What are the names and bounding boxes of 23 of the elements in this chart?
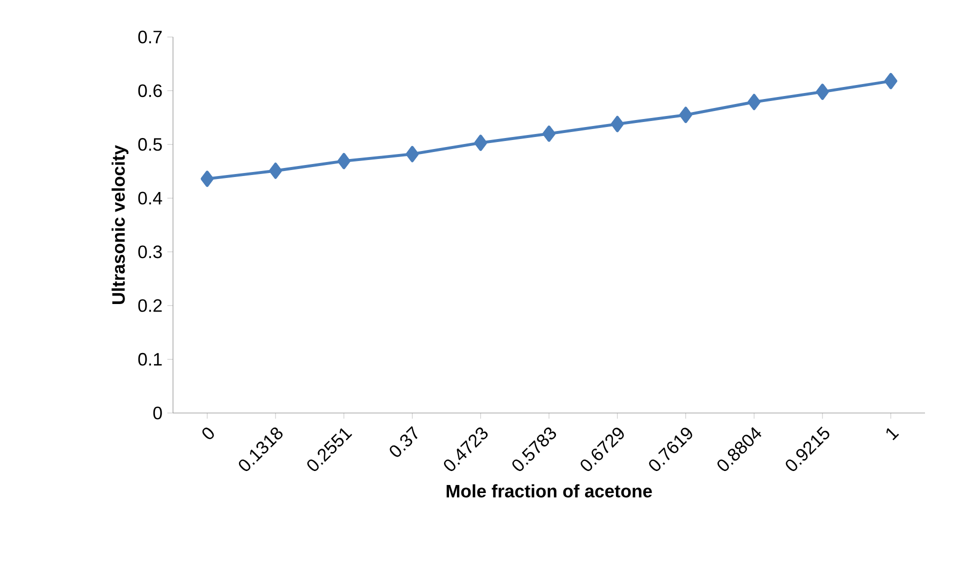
point [406,146,419,162]
y-tick-label: 0 [153,406,162,420]
y-tick-label: 0.3 [138,245,162,258]
point [884,72,898,90]
y-axis-title: Ultrasonic velocity [112,145,128,304]
x-axis-title: Mole fraction of acetone [446,484,652,498]
x-tick-label: 1 [886,428,899,440]
point [610,116,624,132]
point [542,126,556,142]
y-tick-label: 0.5 [138,138,162,151]
point [337,152,350,170]
point [474,134,488,151]
point [200,170,214,187]
point [679,106,692,124]
y-tick-label: 0.7 [138,30,162,44]
y-tick-label: 0.6 [138,84,162,98]
point [748,94,761,110]
y-tick-label: 0.4 [138,192,162,205]
x-tick-label: 0 [202,428,214,440]
point [269,162,282,179]
y-tick-label: 0.2 [138,299,162,312]
point [816,84,829,100]
y-tick-label: 0.1 [138,352,162,366]
